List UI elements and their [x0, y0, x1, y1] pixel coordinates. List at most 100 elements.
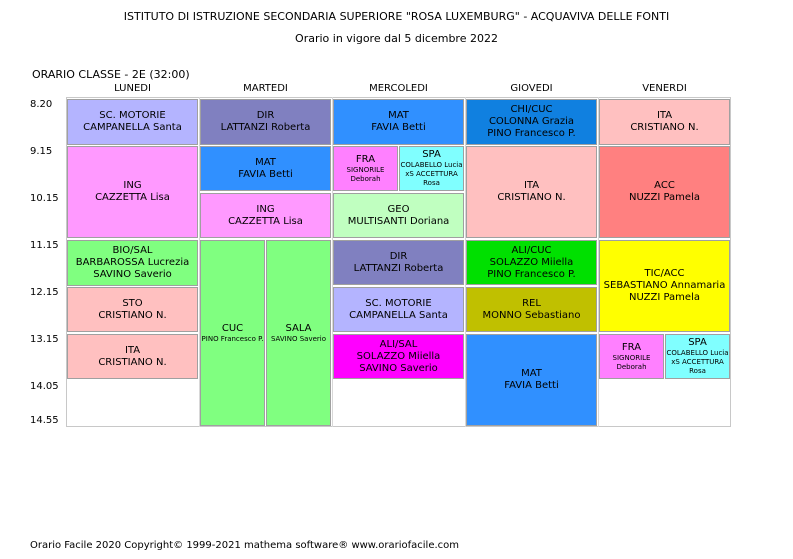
lesson-cell-monday-5[interactable]: ITA CRISTIANO N.: [67, 334, 198, 379]
footer-copyright: Orario Facile 2020 Copyright© 1999-2021 …: [30, 540, 460, 551]
column-divider: [199, 97, 200, 427]
lesson-cell-tuesday-2[interactable]: MAT FAVIA Betti: [200, 146, 331, 191]
lesson-subject: FRA: [621, 341, 642, 353]
lesson-subject: ING: [123, 180, 142, 191]
time-label: 11.15: [30, 240, 59, 251]
lesson-teacher: CAZZETTA Lisa: [95, 192, 170, 203]
lesson-cell-thursday-4[interactable]: REL MONNO Sebastiano: [466, 287, 597, 332]
lesson-teacher-2: SAVINO Saverio: [359, 362, 438, 374]
lesson-cell-tuesday-1[interactable]: DIR LATTANZI Roberta: [200, 99, 331, 145]
lesson-subject: ALI/SAL: [379, 338, 418, 350]
lesson-cell-thursday-2[interactable]: ITA CRISTIANO N.: [466, 146, 597, 238]
lesson-subject: REL: [522, 297, 541, 309]
lesson-teacher: COLABELLO Lucia: [400, 161, 463, 169]
lesson-cell-friday-3[interactable]: TIC/ACC SEBASTIANO Annamaria NUZZI Pamel…: [599, 240, 730, 332]
lesson-subject: ING: [256, 203, 275, 215]
time-label: 12.15: [30, 287, 59, 298]
lesson-subject: SPA: [422, 149, 441, 160]
lesson-subject: ACC: [654, 180, 675, 191]
day-header-wednesday: MERCOLEDI: [369, 83, 428, 94]
lesson-cell-friday-4b[interactable]: SPA COLABELLO Lucia xS ACCETTURA Rosa: [665, 334, 730, 379]
lesson-teacher-2: xS ACCETTURA Rosa: [671, 358, 724, 375]
lesson-teacher: NUZZI Pamela: [629, 192, 700, 203]
lesson-subject: SALA: [285, 322, 312, 334]
lesson-cell-monday-4[interactable]: STO CRISTIANO N.: [67, 287, 198, 332]
lesson-teacher: MULTISANTI Doriana: [347, 215, 450, 227]
lesson-cell-friday-1[interactable]: ITA CRISTIANO N.: [599, 99, 730, 145]
lesson-teacher: COLABELLO Lucia: [666, 349, 729, 357]
time-label: 14.55: [30, 415, 59, 426]
lesson-subject: SC. MOTORIE: [365, 297, 432, 309]
lesson-cell-monday-2[interactable]: ING CAZZETTA Lisa: [67, 146, 198, 238]
lesson-teacher-2: NUZZI Pamela: [629, 292, 700, 303]
column-divider: [598, 97, 599, 427]
lesson-teacher-2: PINO Francesco P.: [487, 268, 576, 280]
lesson-teacher: LATTANZI Roberta: [220, 122, 311, 133]
time-label: 9.15: [30, 146, 53, 157]
time-label: 10.15: [30, 193, 59, 204]
lesson-cell-wednesday-3[interactable]: GEO MULTISANTI Doriana: [333, 193, 464, 238]
lesson-teacher: CRISTIANO N.: [98, 356, 167, 368]
lesson-cell-wednesday-4[interactable]: DIR LATTANZI Roberta: [333, 240, 464, 285]
lesson-cell-friday-4a[interactable]: FRA SIGNORILE Deborah: [599, 334, 664, 379]
lesson-teacher: FAVIA Betti: [371, 122, 426, 133]
lesson-teacher: LATTANZI Roberta: [353, 262, 444, 274]
lesson-teacher: CRISTIANO N.: [98, 309, 167, 321]
lesson-cell-friday-2[interactable]: ACC NUZZI Pamela: [599, 146, 730, 238]
lesson-subject: ITA: [656, 110, 673, 121]
lesson-teacher: COLONNA Grazia: [488, 116, 575, 127]
lesson-cell-monday-1[interactable]: SC. MOTORIE CAMPANELLA Santa: [67, 99, 198, 145]
lesson-cell-wednesday-2a[interactable]: FRA SIGNORILE Deborah: [333, 146, 398, 191]
lesson-teacher-2: PINO Francesco P.: [487, 128, 576, 139]
lesson-teacher: SEBASTIANO Annamaria: [603, 280, 726, 291]
day-header-monday: LUNEDI: [114, 83, 151, 94]
lesson-teacher: MONNO Sebastiano: [482, 309, 581, 321]
column-divider: [332, 97, 333, 427]
day-header-thursday: GIOVEDI: [510, 83, 553, 94]
lesson-subject: MAT: [521, 368, 542, 379]
lesson-teacher: SAVINO Saverio: [270, 334, 327, 343]
lesson-teacher-2: SAVINO Saverio: [93, 269, 172, 280]
column-divider: [465, 97, 466, 427]
lesson-teacher: CAMPANELLA Santa: [83, 122, 182, 133]
lesson-subject: ITA: [523, 180, 540, 191]
lesson-teacher: CRISTIANO N.: [630, 122, 699, 133]
lesson-teacher: CRISTIANO N.: [497, 192, 566, 203]
lesson-cell-thursday-1[interactable]: CHI/CUC COLONNA Grazia PINO Francesco P.: [466, 99, 597, 145]
lesson-cell-tuesday-4b[interactable]: SALA SAVINO Saverio: [266, 240, 331, 426]
lesson-subject: TIC/ACC: [644, 268, 685, 279]
lesson-cell-thursday-3[interactable]: ALI/CUC SOLAZZO Miiella PINO Francesco P…: [466, 240, 597, 285]
lesson-subject: CUC: [221, 322, 244, 334]
lesson-subject: SC. MOTORIE: [99, 110, 166, 121]
time-label: 8.20: [30, 99, 53, 110]
lesson-subject: ITA: [124, 344, 141, 356]
lesson-teacher: CAMPANELLA Santa: [349, 309, 448, 321]
day-header-friday: VENERDI: [642, 83, 687, 94]
lesson-teacher: FAVIA Betti: [504, 380, 559, 391]
lesson-subject: ALI/CUC: [511, 244, 552, 256]
lesson-teacher-2: xS ACCETTURA Rosa: [405, 170, 458, 187]
lesson-cell-wednesday-2b[interactable]: SPA COLABELLO Lucia xS ACCETTURA Rosa: [399, 146, 464, 191]
lesson-teacher: SOLAZZO Miiella: [356, 350, 441, 362]
lesson-teacher: SIGNORILE Deborah: [346, 165, 385, 183]
lesson-cell-wednesday-5[interactable]: SC. MOTORIE CAMPANELLA Santa: [333, 287, 464, 332]
lesson-subject: STO: [122, 297, 143, 309]
lesson-teacher: BARBAROSSA Lucrezia: [75, 257, 190, 268]
day-header-tuesday: MARTEDI: [243, 83, 288, 94]
lesson-cell-thursday-5[interactable]: MAT FAVIA Betti: [466, 334, 597, 426]
lesson-subject: DIR: [389, 250, 408, 262]
time-label: 14.05: [30, 381, 59, 392]
lesson-cell-monday-3[interactable]: BIO/SAL BARBAROSSA Lucrezia SAVINO Saver…: [67, 240, 198, 286]
lesson-subject: BIO/SAL: [112, 245, 153, 256]
lesson-teacher: SOLAZZO Miiella: [489, 256, 574, 268]
lesson-subject: CHI/CUC: [510, 104, 553, 115]
lesson-teacher: PINO Francesco P.: [201, 334, 264, 343]
lesson-cell-wednesday-1[interactable]: MAT FAVIA Betti: [333, 99, 464, 145]
lesson-cell-wednesday-6[interactable]: ALI/SAL SOLAZZO Miiella SAVINO Saverio: [333, 334, 464, 379]
lesson-cell-tuesday-3[interactable]: ING CAZZETTA Lisa: [200, 193, 331, 238]
lesson-subject: GEO: [387, 203, 410, 215]
lesson-subject: MAT: [388, 110, 409, 121]
lesson-teacher: CAZZETTA Lisa: [228, 215, 303, 227]
lesson-cell-tuesday-4a[interactable]: CUC PINO Francesco P.: [200, 240, 265, 426]
lesson-teacher: FAVIA Betti: [238, 168, 293, 180]
